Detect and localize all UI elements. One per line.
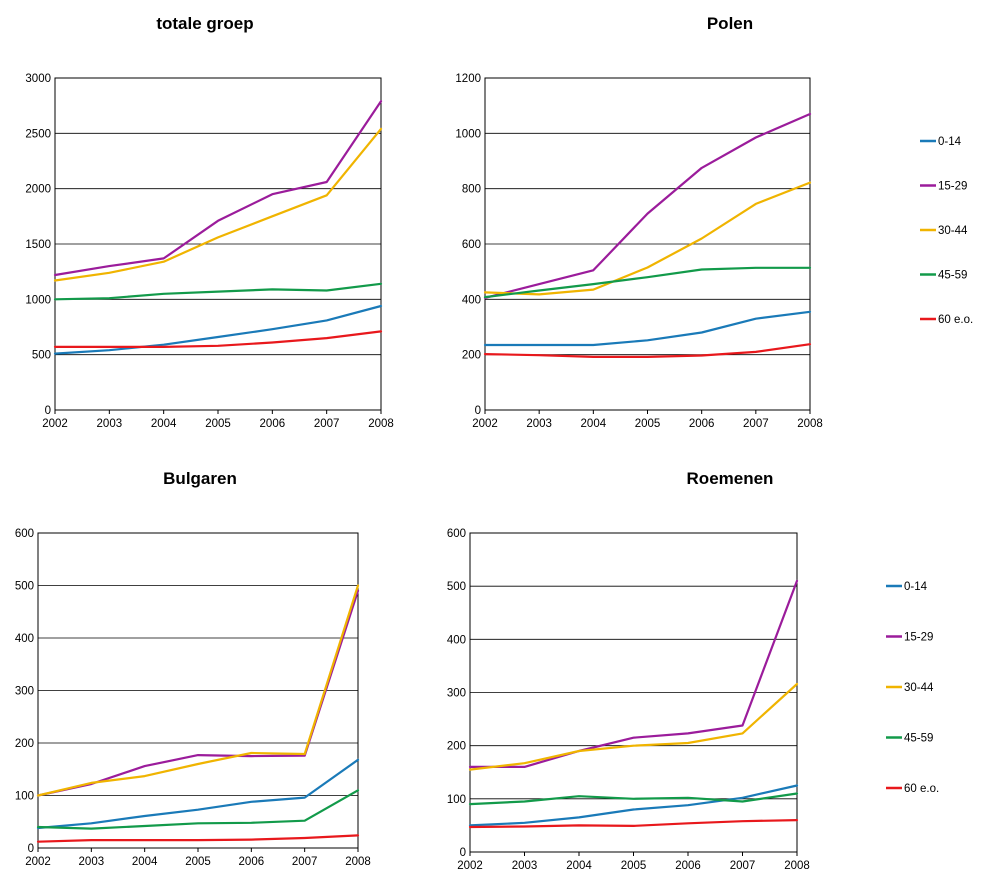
legend-label: 45-59 <box>904 733 933 745</box>
x-tick-label: 2002 <box>457 860 483 872</box>
y-tick-label: 100 <box>447 794 466 806</box>
y-tick-label: 100 <box>15 791 34 803</box>
y-tick-label: 0 <box>460 847 466 859</box>
x-tick-label: 2006 <box>675 860 701 872</box>
x-tick-label: 2007 <box>743 418 769 430</box>
x-tick-label: 2005 <box>621 860 647 872</box>
y-tick-label: 1000 <box>455 128 481 140</box>
series-line-0-14 <box>53 304 383 355</box>
x-tick-label: 2007 <box>314 418 340 430</box>
y-tick-label: 400 <box>462 294 481 306</box>
legend-label: 15-29 <box>938 181 967 193</box>
y-tick-label: 400 <box>15 633 34 645</box>
x-tick-label: 2005 <box>205 418 231 430</box>
x-tick-label: 2004 <box>132 856 158 868</box>
chart-title: Roemenen <box>687 469 774 488</box>
x-tick-label: 2002 <box>25 856 51 868</box>
y-tick-label: 600 <box>15 528 34 540</box>
y-tick-label: 500 <box>15 581 34 593</box>
series-line-30-44 <box>53 127 383 282</box>
series-line-45-59 <box>36 789 360 830</box>
series-line-45-59 <box>53 282 383 301</box>
series-line-15-29 <box>53 100 383 277</box>
series-line-45-59 <box>468 792 799 806</box>
series-line-45-59 <box>483 266 812 299</box>
x-tick-label: 2004 <box>566 860 592 872</box>
y-tick-label: 300 <box>15 686 34 698</box>
chart-2: Polen 0 200 400 600 800 1000 1200 2002 2003 2004 20… <box>455 14 973 430</box>
chart-1: totale groep 0 500 1000 1500 2000 2500 3000 2002… <box>25 14 393 430</box>
x-tick-label: 2003 <box>526 418 552 430</box>
series-line-15-29 <box>468 579 799 769</box>
y-tick-label: 500 <box>447 581 466 593</box>
legend-label: 15-29 <box>904 632 933 644</box>
x-tick-label: 2008 <box>797 418 823 430</box>
y-tick-label: 3000 <box>25 73 51 85</box>
x-tick-label: 2007 <box>292 856 318 868</box>
series-line-30-44 <box>36 584 360 797</box>
y-tick-label: 400 <box>447 634 466 646</box>
series-line-0-14 <box>468 784 799 827</box>
x-tick-label: 2002 <box>42 418 68 430</box>
x-tick-label: 2008 <box>345 856 371 868</box>
legend: 0-14 15-29 30-44 45-59 60 e.o. <box>920 136 973 326</box>
legend-label: 45-59 <box>938 270 967 282</box>
y-tick-label: 600 <box>447 528 466 540</box>
x-tick-label: 2008 <box>784 860 810 872</box>
series-line-0-14 <box>483 310 812 347</box>
chart-title: totale groep <box>156 14 253 33</box>
series-line-60-e-o <box>36 834 360 843</box>
y-tick-label: 200 <box>462 350 481 362</box>
legend-label: 30-44 <box>938 225 968 237</box>
x-tick-label: 2005 <box>635 418 661 430</box>
legend-label: 0-14 <box>938 136 962 148</box>
x-tick-label: 2003 <box>97 418 123 430</box>
x-tick-label: 2005 <box>185 856 211 868</box>
y-tick-label: 600 <box>462 239 481 251</box>
x-tick-label: 2006 <box>260 418 286 430</box>
y-tick-label: 1200 <box>455 73 481 85</box>
series-line-30-44 <box>483 181 812 296</box>
chart-title: Polen <box>707 14 753 33</box>
y-tick-label: 300 <box>447 688 466 700</box>
series-line-15-29 <box>483 112 812 299</box>
x-tick-label: 2002 <box>472 418 498 430</box>
legend: 0-14 15-29 30-44 45-59 60 e.o. <box>886 581 939 795</box>
chart-4: Roemenen 0 100 200 300 400 500 600 2002 2003 2004 2… <box>447 469 939 872</box>
y-tick-label: 500 <box>32 350 51 362</box>
x-tick-label: 2008 <box>368 418 394 430</box>
y-tick-label: 2500 <box>25 128 51 140</box>
x-tick-label: 2006 <box>689 418 715 430</box>
x-tick-label: 2006 <box>239 856 265 868</box>
x-tick-label: 2003 <box>512 860 538 872</box>
y-tick-label: 0 <box>475 405 481 417</box>
legend-label: 60 e.o. <box>904 783 939 795</box>
series-line-60-e-o <box>483 343 812 358</box>
y-tick-label: 1500 <box>25 239 51 251</box>
y-tick-label: 0 <box>45 405 51 417</box>
y-tick-label: 0 <box>28 843 34 855</box>
x-tick-label: 2007 <box>730 860 756 872</box>
series-line-60-e-o <box>468 818 799 829</box>
legend-label: 0-14 <box>904 581 928 593</box>
series-line-0-14 <box>36 758 360 830</box>
x-tick-label: 2004 <box>151 418 177 430</box>
y-tick-label: 200 <box>447 741 466 753</box>
y-tick-label: 2000 <box>25 184 51 196</box>
y-tick-label: 800 <box>462 184 481 196</box>
x-tick-label: 2003 <box>79 856 105 868</box>
legend-label: 30-44 <box>904 682 934 694</box>
series-line-30-44 <box>468 682 799 771</box>
chart-title: Bulgaren <box>163 469 237 488</box>
series-line-60-e-o <box>53 330 383 348</box>
y-tick-label: 200 <box>15 738 34 750</box>
chart-3: Bulgaren 0 100 200 300 400 500 600 2002 2003 2004 2… <box>15 469 371 868</box>
y-tick-label: 1000 <box>25 294 51 306</box>
legend-label: 60 e.o. <box>938 314 973 326</box>
x-tick-label: 2004 <box>581 418 607 430</box>
